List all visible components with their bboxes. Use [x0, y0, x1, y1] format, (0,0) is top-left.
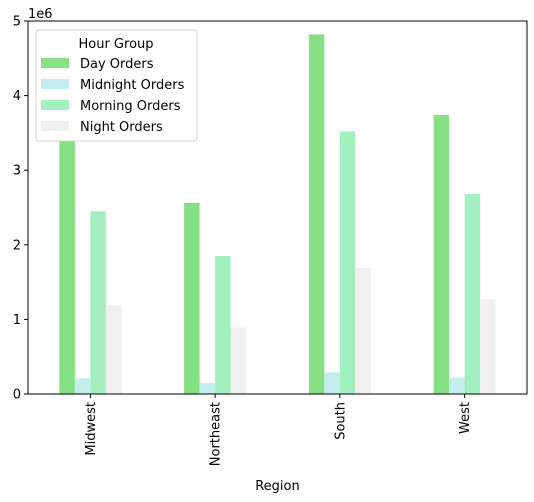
- bar-south-midnight-orders: [324, 372, 340, 394]
- y-tick-label: 3: [13, 164, 21, 179]
- legend-title: Hour Group: [78, 37, 153, 52]
- axes-layer: 0 1 2 3 4 5 Midwest Northeast South West: [13, 15, 528, 466]
- legend-label: Midnight Orders: [80, 78, 185, 93]
- x-tick-label: Midwest: [84, 402, 99, 456]
- bar-south-morning-orders: [339, 131, 356, 394]
- bar-midwest-night-orders: [105, 305, 122, 394]
- y-scale-label: 1e6: [28, 7, 53, 22]
- bar-northeast-night-orders: [230, 327, 247, 394]
- y-tick-label: 5: [13, 15, 21, 30]
- plot-frame: [27, 20, 528, 395]
- y-tick-label: 2: [13, 238, 21, 253]
- x-axis-label: Region: [255, 479, 300, 494]
- legend-items: Day Orders Midnight Orders Morning Orders N…: [41, 57, 185, 135]
- legend-label: Morning Orders: [80, 99, 181, 114]
- legend-swatch: [41, 58, 69, 68]
- x-tick-label: South: [333, 402, 348, 440]
- y-tick-label: 0: [13, 388, 21, 403]
- bar-northeast-morning-orders: [215, 255, 231, 394]
- bar-south-day-orders: [308, 34, 325, 394]
- bar-northeast-midnight-orders: [199, 382, 216, 394]
- legend-frame: [35, 29, 198, 142]
- bars-layer: [59, 34, 496, 394]
- legend-label: Day Orders: [80, 57, 154, 72]
- legend-swatch: [41, 79, 69, 89]
- bar-west-day-orders: [433, 114, 450, 394]
- bar-midwest-day-orders: [59, 141, 75, 394]
- y-tick-label: 4: [13, 89, 21, 104]
- legend-swatch: [41, 100, 69, 110]
- legend-swatch: [41, 121, 69, 131]
- bar-west-midnight-orders: [449, 377, 465, 394]
- x-tick-label: Northeast: [209, 402, 224, 466]
- bar-west-night-orders: [480, 299, 496, 394]
- legend-label: Night Orders: [80, 120, 163, 135]
- bar-west-morning-orders: [464, 194, 481, 394]
- legend: Hour Group Day Orders Midnight Orders Morn…: [35, 29, 198, 142]
- bar-south-night-orders: [355, 267, 371, 394]
- bar-midwest-morning-orders: [90, 211, 106, 394]
- bar-midwest-midnight-orders: [74, 378, 91, 394]
- bar-northeast-day-orders: [184, 203, 200, 394]
- y-tick-label: 1: [13, 313, 21, 328]
- x-tick-label: West: [458, 402, 473, 434]
